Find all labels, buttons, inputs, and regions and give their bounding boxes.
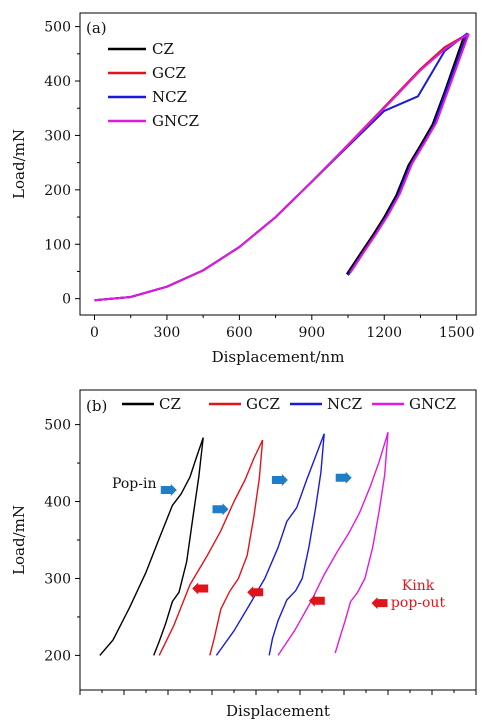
panel-b-x-ticks [79, 690, 477, 695]
panel-a-y-ticks: 0 100 200 300 400 500 [44, 20, 80, 308]
panel-b-legend: CZ GCZ NCZ GNCZ [122, 395, 456, 413]
panel-b-series-ncz-loading-line [215, 433, 325, 656]
panel-a-series-gcz-unloading-line [348, 34, 468, 274]
panel-b-series-cz-loading-line [99, 437, 204, 656]
panel-a-y-tick-label: 500 [44, 20, 71, 36]
panel-b-chart: 200 300 400 500 (b) CZ GCZ NCZ GNCZ Pop-in Kin… [10, 389, 477, 720]
panel-a-label: (a) [86, 19, 107, 37]
panel-b-series-ncz-unloading-line [268, 433, 325, 656]
panel-a-y-tick-label: 200 [44, 183, 71, 199]
panel-a-series-gncz-loading-line [94, 32, 470, 302]
panel-b-legend-label-gcz: GCZ [246, 395, 280, 413]
panel-b-series-lines [99, 432, 389, 656]
kink-label-line-2: pop-out [391, 595, 446, 611]
panel-a-series-ncz-unloading-line [347, 32, 469, 276]
panel-b-y-tick-label: 300 [44, 571, 71, 587]
panel-b-legend-label-gncz: GNCZ [409, 395, 456, 413]
panel-a-y-tick-label: 400 [44, 74, 71, 90]
panel-b-legend-label-ncz: NCZ [327, 395, 362, 413]
panel-a-x-tick-label: 300 [154, 325, 181, 341]
panel-b-annotations [160, 471, 388, 610]
panel-b-plot-frame [79, 389, 477, 691]
panel-a-x-axis-label: Displacement/nm [212, 348, 345, 366]
panel-b-y-tick-label: 500 [44, 418, 71, 434]
pop-in-arrow-icon [335, 471, 352, 484]
panel-b-y-axis-label: Load/mN [10, 505, 28, 575]
panel-a-y-axis-label: Load/mN [10, 129, 28, 199]
panel-a-series-gncz-unloading-line [349, 33, 470, 274]
panel-b-y-tick-label: 400 [44, 495, 71, 511]
panel-a-plot-frame [79, 12, 477, 316]
panel-a-series-lines [94, 32, 470, 302]
panel-a-legend-label-gncz: GNCZ [152, 112, 199, 130]
panel-b-series-gcz-unloading-line [209, 439, 264, 656]
panel-b-legend-label-cz: CZ [159, 395, 181, 413]
panel-a-legend: CZ GCZ NCZ GNCZ [108, 40, 199, 130]
panel-b-x-axis-label: Displacement [226, 702, 330, 720]
kink-pop-out-arrow-icon [308, 594, 325, 607]
panel-a-y-tick-label: 100 [44, 237, 71, 253]
panel-a-legend-label-cz: CZ [152, 40, 174, 58]
panel-b-label: (b) [86, 397, 107, 415]
panel-a-x-tick-label: 1500 [439, 325, 475, 341]
kink-label-line-1: Kink [402, 578, 435, 594]
panel-a-x-tick-label: 600 [226, 325, 253, 341]
panel-b-y-tick-label: 200 [44, 648, 71, 664]
panel-b-series-cz-unloading-line [153, 437, 204, 656]
panel-a-x-tick-label: 900 [298, 325, 325, 341]
kink-pop-out-arrow-icon [371, 597, 388, 610]
panel-a-series-cz-unloading-line [345, 36, 465, 275]
pop-in-arrow-icon [212, 503, 229, 516]
pop-in-arrow-icon [271, 474, 288, 486]
panel-a-legend-label-gcz: GCZ [152, 64, 186, 82]
panel-a-y-tick-label: 0 [62, 292, 71, 308]
pop-in-arrow-icon [160, 484, 177, 496]
panel-a-legend-label-ncz: NCZ [152, 88, 187, 106]
panel-a-x-ticks: 0 300 600 900 1200 1500 [90, 315, 475, 341]
popin-label: Pop-in [112, 476, 156, 492]
panel-b-series-gncz-loading-line [277, 432, 389, 656]
kink-pop-out-arrow-icon [247, 586, 264, 599]
panel-a-x-tick-label: 0 [90, 325, 99, 341]
panel-a-y-tick-label: 300 [44, 128, 71, 144]
panel-b-series-gncz-unloading-line [334, 432, 389, 654]
kink-pop-out-arrow-icon [192, 582, 209, 595]
panel-a-x-tick-label: 1200 [366, 325, 402, 341]
panel-b-y-ticks: 200 300 400 500 [44, 418, 80, 664]
panel-b-series-gcz-loading-line [158, 439, 264, 656]
